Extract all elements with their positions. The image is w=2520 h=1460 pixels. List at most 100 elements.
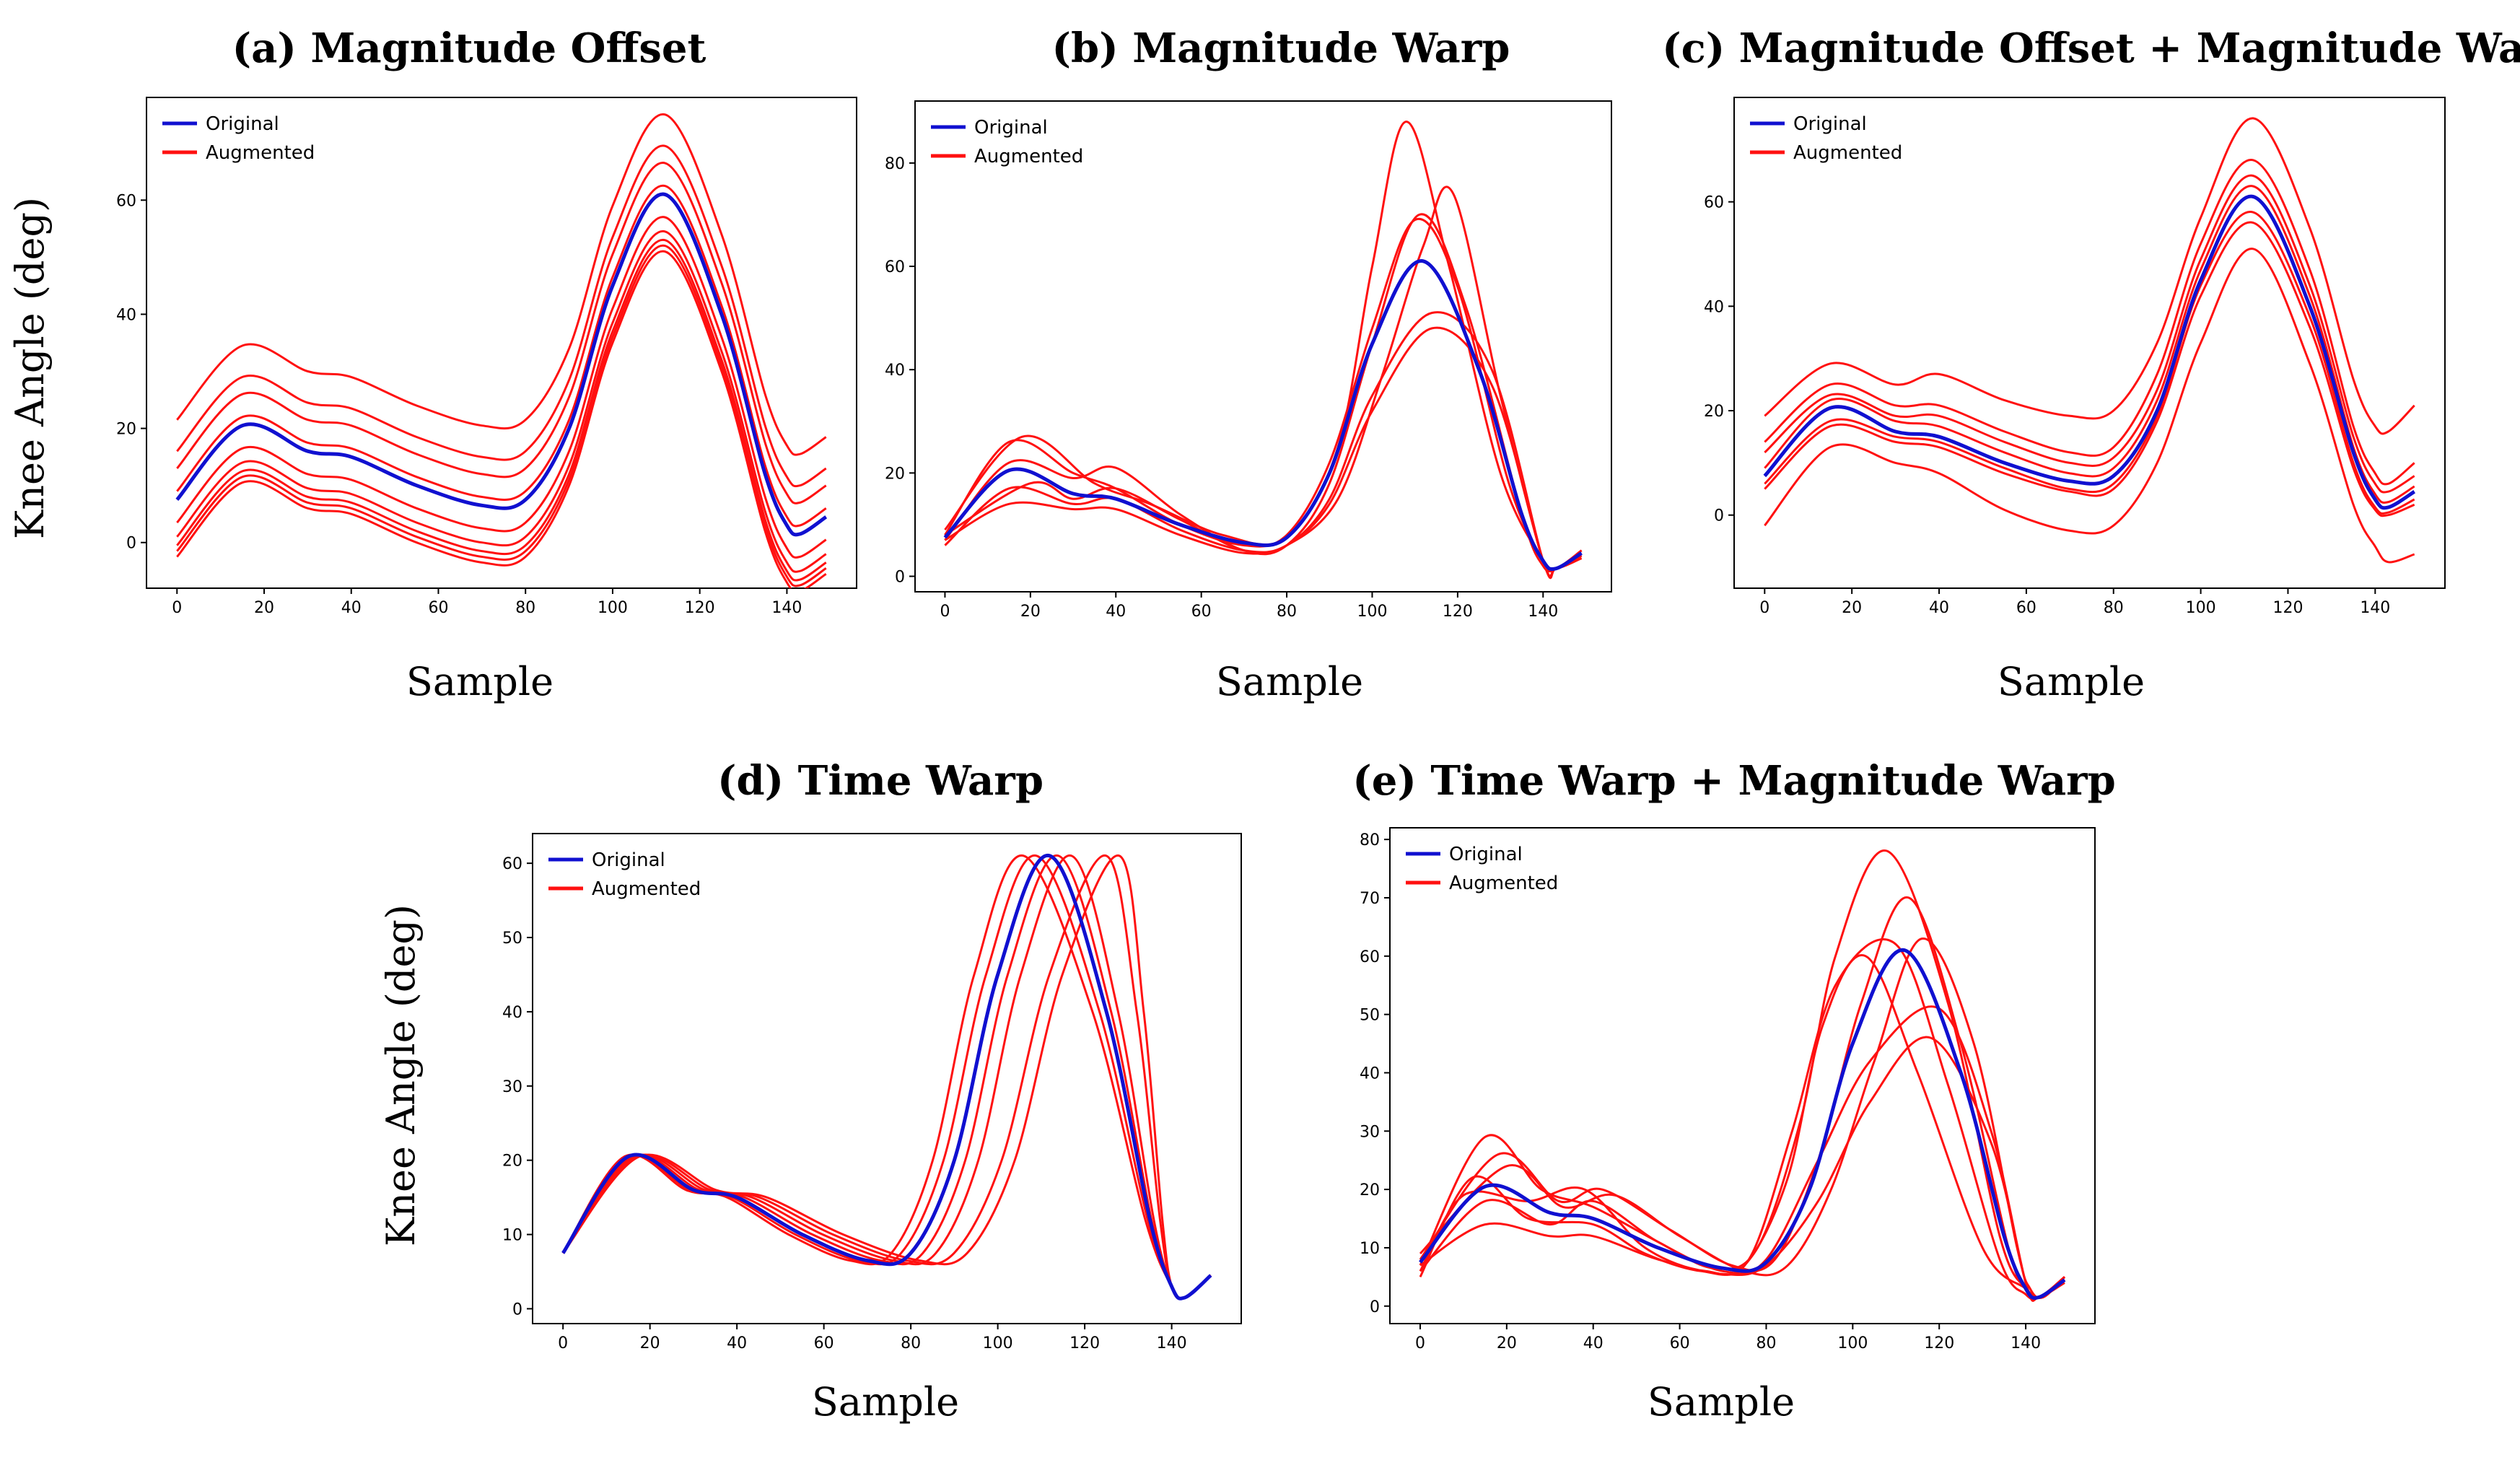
augmented-series-line-7 xyxy=(176,239,827,582)
legend: Original Augmented xyxy=(1406,844,1558,894)
chart-title: (c) Magnitude Offset + Magnitude Warp xyxy=(1662,25,2520,72)
x-tick-label: 120 xyxy=(1924,1334,1954,1352)
x-tick-label: 0 xyxy=(1415,1334,1425,1352)
y-tick-label: 40 xyxy=(1704,298,1724,316)
legend: Original Augmented xyxy=(162,113,315,164)
augmented-series-line-2 xyxy=(1764,159,2415,486)
x-tick-label: 60 xyxy=(428,599,448,617)
augmented-series-line-9 xyxy=(176,250,827,588)
x-tick-label: 100 xyxy=(598,599,628,617)
legend: Original Augmented xyxy=(931,117,1083,167)
x-axis-label: Sample xyxy=(406,659,554,704)
original-series-line xyxy=(561,854,1212,1301)
y-tick-label: 0 xyxy=(1714,507,1724,525)
x-tick-label: 0 xyxy=(1759,599,1769,617)
y-tick-label: 50 xyxy=(1360,1007,1380,1025)
augmented-series-line-1 xyxy=(944,121,1583,573)
y-tick-label: 20 xyxy=(116,421,136,439)
x-tick-label: 80 xyxy=(1756,1334,1776,1352)
legend-label-original: Original xyxy=(592,849,665,871)
x-tick-label: 120 xyxy=(1069,1334,1100,1352)
chart-title: (d) Time Warp xyxy=(717,757,1044,805)
chart-title: (b) Magnitude Warp xyxy=(1052,25,1510,72)
x-tick-label: 40 xyxy=(1583,1334,1604,1352)
chart-panel-4: (d) Time Warp 0 20 40 60 80 100 120 140 0 10 20 30 40… xyxy=(378,757,1242,1425)
x-tick-label: 40 xyxy=(341,599,362,617)
x-tick-label: 100 xyxy=(2186,599,2216,617)
x-axis-label: Sample xyxy=(1648,1379,1795,1425)
x-tick-label: 140 xyxy=(2360,599,2390,617)
augmented-series-line-3 xyxy=(176,162,827,504)
augmented-series-line-2 xyxy=(176,144,827,488)
x-tick-label: 0 xyxy=(940,603,950,621)
chart-title: (a) Magnitude Offset xyxy=(232,25,706,72)
legend: Original Augmented xyxy=(548,849,701,900)
x-tick-label: 140 xyxy=(1157,1334,1187,1352)
y-tick-label: 20 xyxy=(885,465,905,483)
legend-label-augmented: Augmented xyxy=(1793,142,1902,164)
y-tick-label: 10 xyxy=(1360,1240,1380,1258)
x-tick-label: 60 xyxy=(814,1334,834,1352)
y-tick-label: 0 xyxy=(1370,1298,1380,1316)
original-series-line xyxy=(943,259,1583,572)
x-tick-label: 20 xyxy=(1497,1334,1517,1352)
x-tick-label: 80 xyxy=(1277,603,1297,621)
x-tick-label: 100 xyxy=(1357,603,1387,621)
augmented-series-line-6 xyxy=(1764,221,2415,517)
chart-panel-3: (c) Magnitude Offset + Magnitude Warp 0 20… xyxy=(1662,25,2520,704)
x-tick-label: 100 xyxy=(983,1334,1013,1352)
augmented-series-line-3 xyxy=(1764,174,2415,494)
chart-title: (e) Time Warp + Magnitude Warp xyxy=(1352,757,2116,805)
plot-area xyxy=(1389,827,2096,1324)
x-tick-label: 60 xyxy=(2016,599,2036,617)
x-tick-label: 20 xyxy=(1842,599,1862,617)
legend: Original Augmented xyxy=(1750,113,1902,164)
original-series-line xyxy=(1419,948,2066,1301)
y-tick-label: 0 xyxy=(895,569,905,587)
x-tick-label: 80 xyxy=(901,1334,921,1352)
x-tick-label: 80 xyxy=(2104,599,2124,617)
legend-label-augmented: Augmented xyxy=(592,878,701,900)
y-tick-label: 80 xyxy=(885,155,905,173)
x-tick-label: 0 xyxy=(558,1334,568,1352)
legend-label-original: Original xyxy=(974,117,1048,139)
chart-panel-1: (a) Magnitude Offset 0 20 40 60 80 100 120 140 0 2… xyxy=(7,25,857,704)
x-tick-label: 120 xyxy=(685,599,715,617)
y-tick-label: 50 xyxy=(502,930,522,948)
y-tick-label: 40 xyxy=(116,306,136,324)
augmented-series-line-1 xyxy=(176,113,827,456)
x-tick-label: 140 xyxy=(771,599,802,617)
original-series-line xyxy=(175,192,828,537)
x-tick-label: 40 xyxy=(1106,603,1126,621)
y-tick-label: 60 xyxy=(116,192,136,210)
augmented-series-line-6 xyxy=(562,854,1212,1300)
plot-area xyxy=(1733,97,2446,589)
x-tick-label: 100 xyxy=(1837,1334,1868,1352)
augmented-series-line-5 xyxy=(176,216,827,559)
legend-label-original: Original xyxy=(1449,844,1523,865)
x-tick-label: 0 xyxy=(172,599,182,617)
y-tick-label: 20 xyxy=(502,1153,522,1171)
legend-label-original: Original xyxy=(1793,113,1867,135)
legend-label-original: Original xyxy=(206,113,279,135)
y-tick-label: 0 xyxy=(126,535,136,553)
x-tick-label: 40 xyxy=(727,1334,747,1352)
y-tick-label: 20 xyxy=(1704,403,1724,421)
x-tick-label: 140 xyxy=(1528,603,1558,621)
series-group xyxy=(1419,849,2066,1302)
y-tick-label: 40 xyxy=(1360,1065,1380,1083)
y-tick-label: 40 xyxy=(885,362,905,380)
legend-label-augmented: Augmented xyxy=(1449,873,1558,894)
y-tick-label: 60 xyxy=(1360,948,1380,966)
series-group xyxy=(561,854,1212,1301)
series-group xyxy=(175,113,828,588)
x-tick-label: 20 xyxy=(640,1334,660,1352)
x-axis-label: Sample xyxy=(812,1379,959,1425)
y-axis-label: Knee Angle (deg) xyxy=(7,197,53,539)
y-tick-label: 60 xyxy=(1704,194,1724,212)
x-tick-label: 120 xyxy=(2272,599,2303,617)
chart-panel-5: (e) Time Warp + Magnitude Warp 0 20 40 60 80 1… xyxy=(1352,757,2116,1425)
augmented-series-line-6 xyxy=(176,230,827,573)
y-tick-label: 30 xyxy=(502,1078,522,1096)
